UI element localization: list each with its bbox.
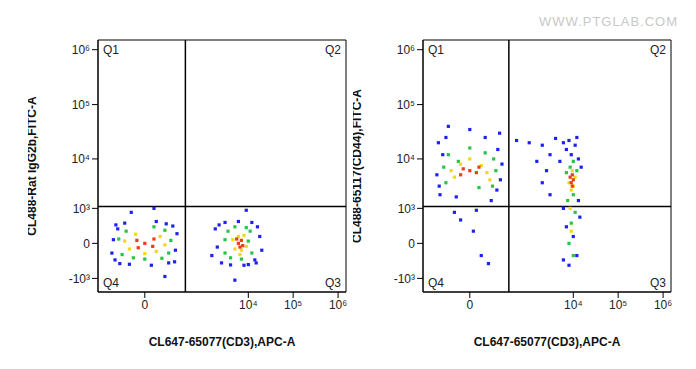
svg-text:CL647-65077(CD3),APC-A: CL647-65077(CD3),APC-A: [149, 335, 296, 349]
svg-text:Q1: Q1: [428, 43, 444, 57]
svg-text:0: 0: [83, 237, 90, 251]
svg-text:10⁴: 10⁴: [71, 152, 90, 166]
svg-text:10⁴: 10⁴: [239, 298, 258, 312]
svg-text:10⁶: 10⁶: [654, 298, 672, 312]
svg-text:CL488-Rat IgG2b,FITC-A: CL488-Rat IgG2b,FITC-A: [28, 96, 39, 236]
svg-text:-10³: -10³: [69, 272, 90, 286]
svg-text:Q3: Q3: [325, 276, 341, 290]
svg-text:Q2: Q2: [325, 43, 341, 57]
svg-text:10⁵: 10⁵: [397, 98, 415, 112]
svg-text:10⁶: 10⁶: [72, 43, 90, 57]
svg-text:Q4: Q4: [428, 276, 444, 290]
svg-text:10⁵: 10⁵: [72, 98, 90, 112]
svg-text:10⁶: 10⁶: [329, 298, 347, 312]
svg-text:CL488-65117(CD44),FITC-A: CL488-65117(CD44),FITC-A: [353, 89, 364, 243]
svg-text:10⁴: 10⁴: [564, 298, 583, 312]
svg-text:Q2: Q2: [650, 43, 666, 57]
html-text:WWW.PTGLAB.COM: WWW.PTGLAB.COM: [539, 14, 678, 29]
svg-text:Q3: Q3: [650, 276, 666, 290]
svg-text:Q1: Q1: [103, 43, 119, 57]
svg-text:0: 0: [466, 298, 473, 312]
svg-text:10³: 10³: [398, 202, 415, 216]
svg-text:Q4: Q4: [103, 276, 119, 290]
svg-text:10⁵: 10⁵: [609, 298, 627, 312]
svg-text:10⁶: 10⁶: [397, 43, 415, 57]
svg-text:0: 0: [141, 298, 148, 312]
svg-text:10³: 10³: [73, 202, 90, 216]
svg-text:0: 0: [408, 237, 415, 251]
svg-text:CL647-65077(CD3),APC-A: CL647-65077(CD3),APC-A: [474, 335, 621, 349]
svg-text:10⁴: 10⁴: [396, 152, 415, 166]
svg-text:-10³: -10³: [394, 272, 415, 286]
svg-text:10⁵: 10⁵: [284, 298, 302, 312]
